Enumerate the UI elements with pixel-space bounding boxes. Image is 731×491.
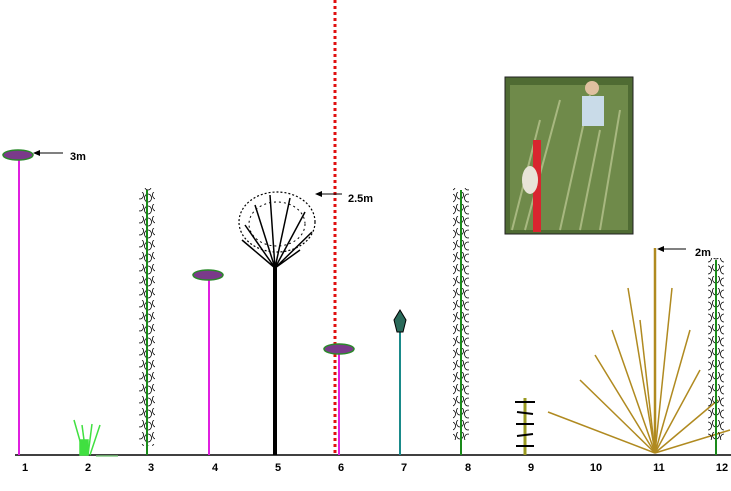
height-label: 2.5m <box>348 193 373 205</box>
position-label: 8 <box>465 462 471 474</box>
arrow <box>33 150 63 156</box>
plant-6 <box>323 343 355 455</box>
plant-7 <box>393 309 407 455</box>
plant-5 <box>238 191 316 455</box>
plant-11 <box>547 248 731 454</box>
position-label: 7 <box>401 462 407 474</box>
plant-3 <box>139 188 155 455</box>
position-label: 9 <box>528 462 534 474</box>
position-labels: 1 2 3 4 5 6 7 8 9 10 11 12 <box>22 462 728 474</box>
height-label: 2m <box>695 247 711 259</box>
plant-2 <box>73 419 118 457</box>
position-label: 12 <box>716 462 728 474</box>
position-label: 3 <box>148 462 154 474</box>
plant-4 <box>192 269 224 455</box>
arrow <box>315 191 342 197</box>
position-label: 2 <box>85 462 91 474</box>
plant-1 <box>2 149 34 455</box>
position-label: 1 <box>22 462 28 474</box>
plant-8 <box>453 188 469 455</box>
plant-9 <box>515 398 535 455</box>
photo <box>504 76 634 235</box>
plant-12 <box>708 258 724 455</box>
position-label: 11 <box>653 462 665 474</box>
arrow <box>657 246 686 252</box>
position-label: 4 <box>212 462 219 474</box>
position-label: 6 <box>338 462 344 474</box>
position-label: 5 <box>275 462 281 474</box>
position-label: 10 <box>590 462 602 474</box>
height-label: 3m <box>70 151 86 163</box>
